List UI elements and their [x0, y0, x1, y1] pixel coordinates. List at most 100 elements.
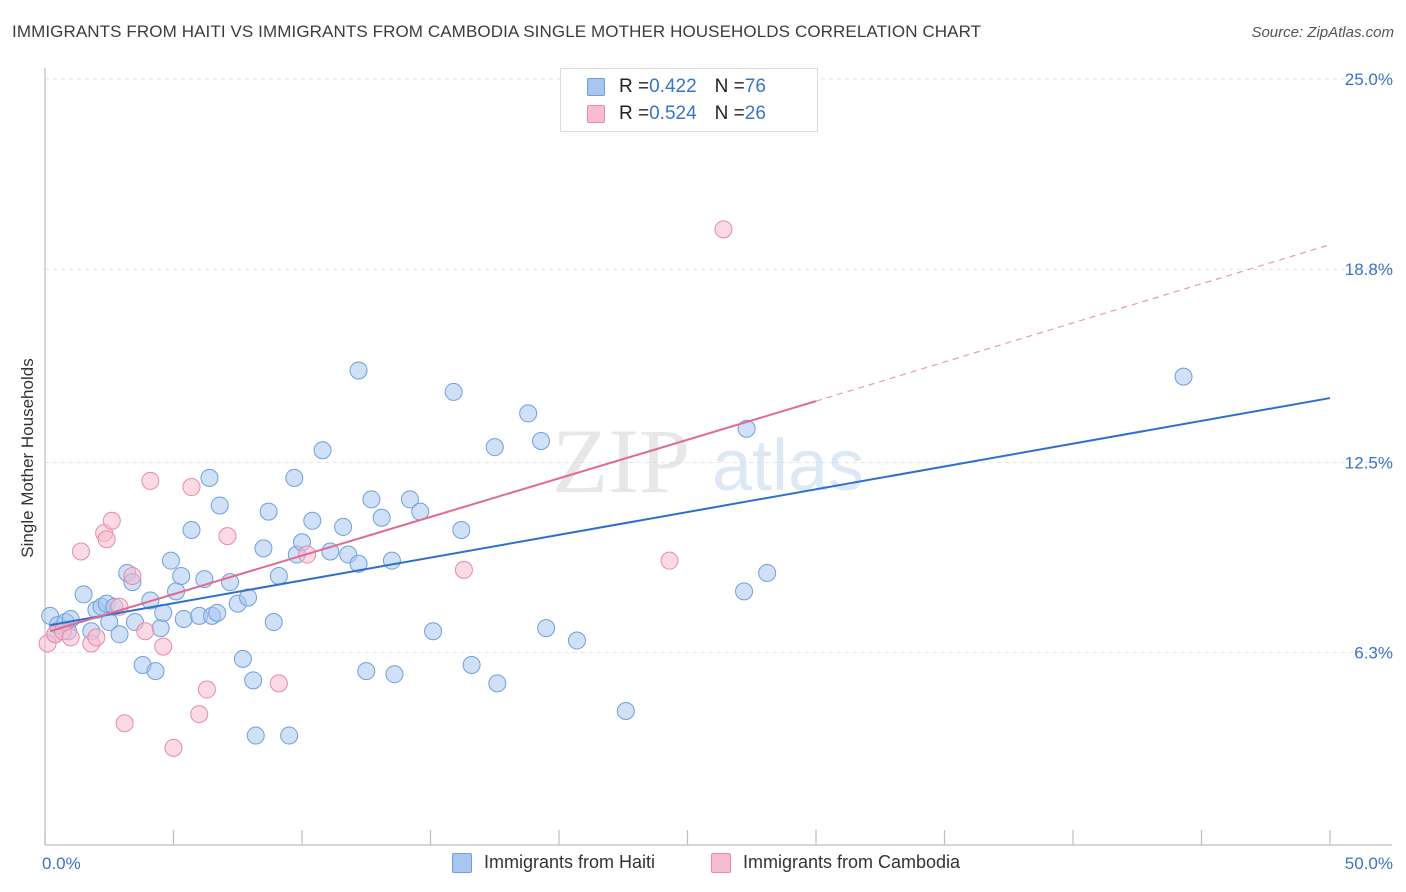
haiti-trend-line — [49, 397, 1331, 627]
cambodia-point — [123, 567, 142, 586]
haiti-point — [737, 419, 756, 438]
cambodia-r-label: R = — [619, 103, 650, 124]
haiti-point — [452, 520, 471, 539]
cambodia-point — [61, 628, 80, 647]
haiti-n-label: N = — [714, 76, 745, 97]
haiti-point — [264, 613, 283, 632]
cambodia-legend-label: Immigrants from Cambodia — [743, 852, 961, 872]
x-tick-label-max: 50.0% — [1345, 854, 1393, 873]
correlation-legend: R = 0.422 N = 76 R = 0.524 N = 26 — [560, 68, 818, 132]
cambodia-point — [102, 511, 121, 530]
cambodia-point — [87, 628, 106, 647]
haiti-point — [334, 517, 353, 536]
haiti-point — [400, 490, 419, 509]
haiti-point — [488, 674, 507, 693]
haiti-point — [210, 496, 229, 515]
y-tick-label: 6.3% — [1354, 644, 1393, 663]
cambodia-point — [136, 622, 155, 641]
cambodia-swatch — [587, 105, 605, 123]
source-label: Source: ZipAtlas.com — [1251, 24, 1394, 41]
haiti-point — [200, 468, 219, 487]
haiti-point — [110, 625, 129, 644]
haiti-point — [303, 511, 322, 530]
haiti-point — [462, 655, 481, 674]
haiti-point — [151, 619, 170, 638]
haiti-point — [269, 567, 288, 586]
haiti-point — [362, 490, 381, 509]
haiti-point — [244, 671, 263, 690]
haiti-point — [259, 502, 278, 521]
haiti-point — [182, 520, 201, 539]
haiti-point — [537, 619, 556, 638]
y-tick-label: 18.8% — [1345, 260, 1393, 279]
cambodia-legend-swatch — [711, 852, 731, 873]
haiti-point — [567, 631, 586, 650]
haiti-r-label: R = — [619, 76, 650, 97]
cambodia-point — [454, 560, 473, 579]
haiti-point — [519, 404, 538, 423]
cambodia-n-label: N = — [714, 103, 745, 124]
haiti-point — [74, 585, 93, 604]
haiti-point — [246, 726, 265, 745]
cambodia-point — [269, 674, 288, 693]
haiti-point — [444, 382, 463, 401]
cambodia-point — [714, 220, 733, 239]
cambodia-point — [154, 637, 173, 656]
legend-item-cambodia: Immigrants from Cambodia — [711, 852, 960, 873]
cambodia-trend-line — [49, 400, 817, 633]
haiti-legend-swatch — [452, 852, 472, 873]
haiti-point — [321, 542, 340, 561]
series-legend: Immigrants from Haiti Immigrants from Ca… — [0, 852, 1406, 876]
haiti-point — [146, 662, 165, 681]
haiti-swatch — [587, 78, 605, 96]
y-tick-label: 25.0% — [1345, 70, 1393, 89]
cambodia-r-value: 0.524 — [649, 103, 697, 124]
haiti-point — [357, 662, 376, 681]
haiti-point — [485, 438, 504, 457]
haiti-point — [280, 726, 299, 745]
haiti-point — [174, 609, 193, 628]
watermark-atlas: atlas — [712, 426, 864, 506]
x-tick-label-min: 0.0% — [42, 854, 81, 873]
haiti-n-value: 76 — [744, 76, 766, 97]
cambodia-point — [97, 530, 116, 549]
haiti-point — [424, 622, 443, 641]
haiti-legend-label: Immigrants from Haiti — [484, 852, 656, 872]
haiti-point — [616, 702, 635, 721]
haiti-point — [285, 468, 304, 487]
haiti-point — [233, 649, 252, 668]
cambodia-trend-extension — [815, 244, 1331, 402]
haiti-point — [313, 441, 332, 460]
cambodia-n-value: 26 — [744, 103, 766, 124]
chart-title: IMMIGRANTS FROM HAITI VS IMMIGRANTS FROM… — [12, 22, 982, 41]
haiti-point — [208, 603, 227, 622]
watermark-zip: ZIP — [552, 410, 690, 512]
cambodia-point — [141, 471, 160, 490]
haiti-r-value: 0.422 — [649, 76, 697, 97]
cambodia-point — [115, 714, 134, 733]
cambodia-point — [190, 705, 209, 724]
legend-row-cambodia: R = 0.524 N = 26 — [587, 102, 766, 126]
legend-row-haiti: R = 0.422 N = 76 — [587, 75, 766, 99]
haiti-point — [349, 554, 368, 573]
cambodia-point — [164, 738, 183, 757]
haiti-point — [372, 508, 391, 527]
cambodia-point — [71, 542, 90, 561]
cambodia-point — [660, 551, 679, 570]
cambodia-point — [182, 478, 201, 497]
legend-item-haiti: Immigrants from Haiti — [452, 852, 655, 873]
haiti-point — [758, 563, 777, 582]
haiti-point — [161, 551, 180, 570]
haiti-point — [382, 551, 401, 570]
haiti-point — [172, 567, 191, 586]
haiti-point — [735, 582, 754, 601]
haiti-point — [1174, 367, 1193, 386]
cambodia-point — [218, 527, 237, 546]
haiti-point — [254, 539, 273, 558]
haiti-point — [349, 361, 368, 380]
y-tick-label: 12.5% — [1345, 454, 1393, 473]
haiti-point — [385, 665, 404, 684]
cambodia-point — [197, 680, 216, 699]
haiti-point — [532, 432, 551, 451]
